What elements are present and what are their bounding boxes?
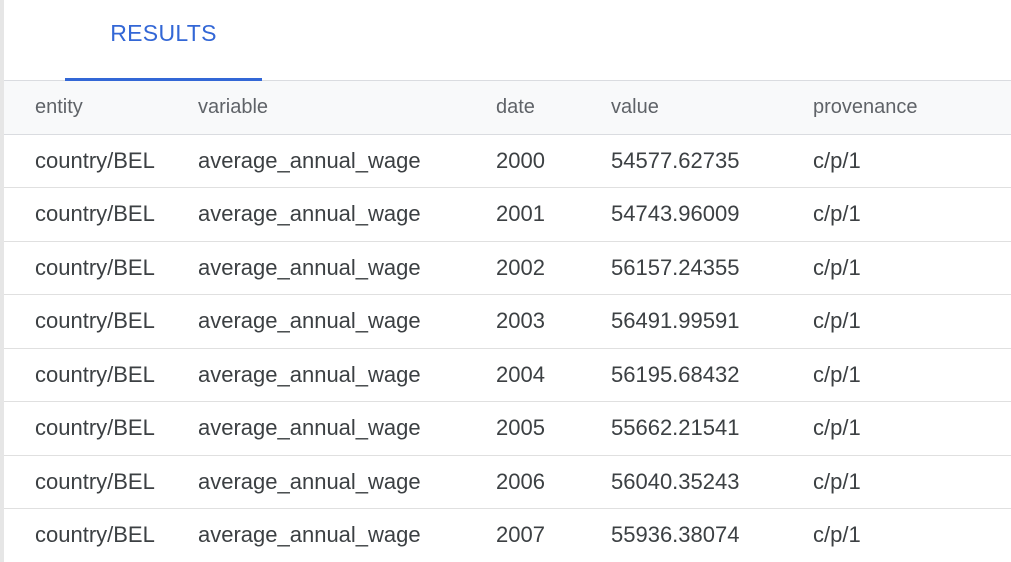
cell-value: 56195.68432 [611,361,740,387]
cell-date: 2002 [496,254,545,280]
cell-date: 2003 [496,308,545,334]
table-row: country/BEL average_annual_wage 2004 561… [4,348,1011,402]
table-header-row: entity variable date value provenance [4,81,1011,135]
tab-results-label: RESULTS [110,19,217,46]
cell-date: 2000 [496,147,545,173]
cell-date: 2001 [496,201,545,227]
cell-entity: country/BEL [35,147,155,173]
table-row: country/BEL average_annual_wage 2007 559… [4,509,1011,562]
column-header-date[interactable]: date [496,81,611,135]
cell-value: 55662.21541 [611,415,740,441]
cell-variable: average_annual_wage [198,201,421,227]
table-row: country/BEL average_annual_wage 2001 547… [4,188,1011,241]
cell-value: 56491.99591 [611,308,740,334]
results-table: entity variable date value provenance co… [4,81,1011,562]
cell-provenance: c/p/1 [813,201,861,227]
cell-provenance: c/p/1 [813,522,861,548]
cell-value: 54743.96009 [611,201,740,227]
active-tab-indicator [65,78,262,81]
cell-value: 54577.62735 [611,147,740,173]
table-row: country/BEL average_annual_wage 2002 561… [4,241,1011,295]
column-header-variable[interactable]: variable [198,81,496,135]
cell-date: 2007 [496,522,545,548]
cell-date: 2006 [496,468,545,494]
column-header-value[interactable]: value [611,81,813,135]
cell-provenance: c/p/1 [813,361,861,387]
cell-value: 55936.38074 [611,522,740,548]
cell-entity: country/BEL [35,254,155,280]
cell-provenance: c/p/1 [813,468,861,494]
cell-variable: average_annual_wage [198,522,421,548]
cell-date: 2004 [496,361,545,387]
cell-entity: country/BEL [35,361,155,387]
cell-entity: country/BEL [35,201,155,227]
cell-date: 2005 [496,415,545,441]
table-row: country/BEL average_annual_wage 2006 560… [4,455,1011,509]
cell-variable: average_annual_wage [198,468,421,494]
cell-variable: average_annual_wage [198,254,421,280]
cell-variable: average_annual_wage [198,308,421,334]
column-header-provenance[interactable]: provenance [813,81,1011,135]
cell-entity: country/BEL [35,415,155,441]
cell-entity: country/BEL [35,468,155,494]
table-row: country/BEL average_annual_wage 2000 545… [4,134,1011,188]
cell-provenance: c/p/1 [813,415,861,441]
tab-results[interactable]: RESULTS [65,0,262,81]
cell-variable: average_annual_wage [198,147,421,173]
cell-provenance: c/p/1 [813,254,861,280]
column-header-entity[interactable]: entity [4,81,198,135]
tab-bar: RESULTS [4,0,1011,81]
cell-provenance: c/p/1 [813,147,861,173]
cell-variable: average_annual_wage [198,415,421,441]
cell-entity: country/BEL [35,522,155,548]
cell-provenance: c/p/1 [813,308,861,334]
table-row: country/BEL average_annual_wage 2005 556… [4,402,1011,455]
cell-entity: country/BEL [35,308,155,334]
cell-value: 56040.35243 [611,468,740,494]
cell-variable: average_annual_wage [198,361,421,387]
table-row: country/BEL average_annual_wage 2003 564… [4,295,1011,348]
cell-value: 56157.24355 [611,254,740,280]
